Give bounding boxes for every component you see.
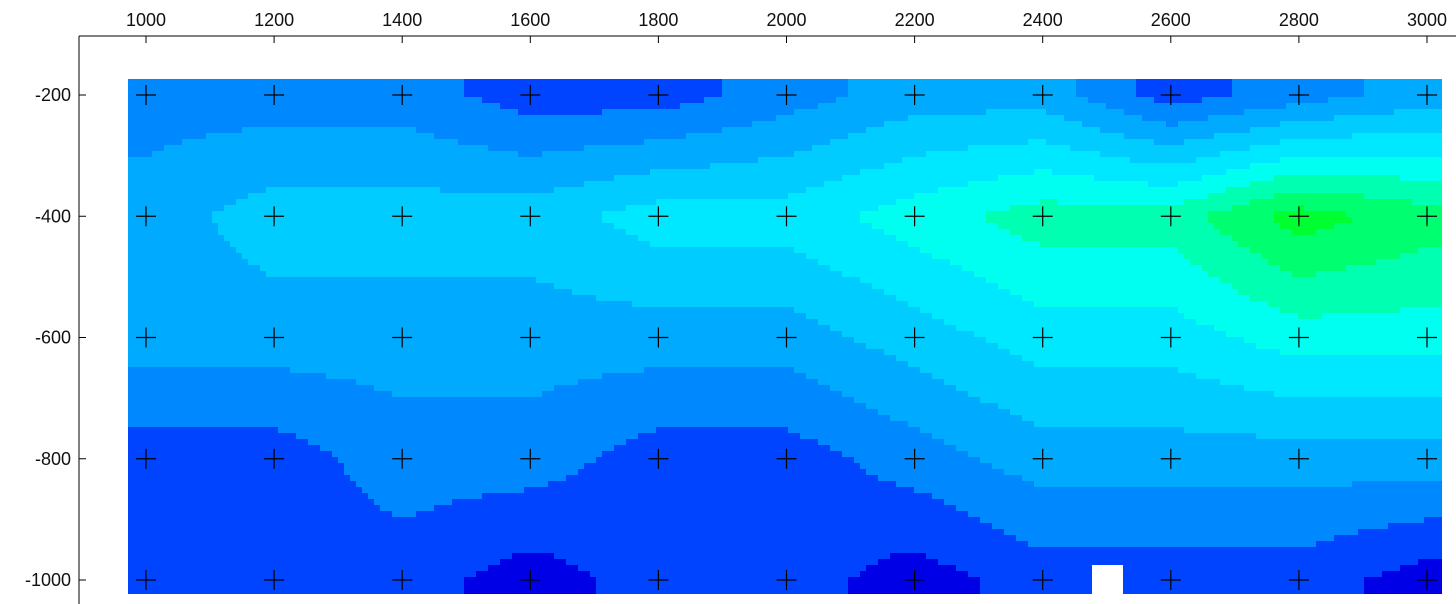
sample-point-marker (520, 85, 541, 105)
sample-point-marker (1032, 206, 1053, 227)
x-tick-label: 2400 (1023, 10, 1063, 30)
sample-point-marker (264, 448, 285, 469)
x-tick-label: 2200 (895, 10, 935, 30)
sample-point-marker (1032, 327, 1053, 348)
sample-point-marker (1160, 570, 1181, 590)
sample-point-marker (776, 206, 797, 227)
sample-point-marker (904, 327, 925, 348)
sample-point-marker (904, 85, 925, 105)
y-tick-label: -1000 (25, 570, 71, 590)
sample-point-marker (136, 85, 156, 105)
y-tick-label: -200 (35, 85, 71, 105)
sample-point-marker (392, 448, 413, 469)
sample-point-marker (648, 448, 669, 469)
sample-point-marker (776, 327, 797, 348)
sample-point-marker (648, 570, 669, 590)
sample-point-marker (1288, 85, 1309, 105)
x-tick-label: 1800 (638, 10, 678, 30)
sample-point-marker (1032, 85, 1053, 105)
contour-fill (128, 79, 1442, 594)
sample-point-marker (520, 570, 541, 590)
sample-point-marker (264, 85, 285, 105)
x-tick-label: 2800 (1279, 10, 1319, 30)
contour-cells (128, 79, 1442, 594)
sample-point-marker (1032, 570, 1053, 590)
sample-point-marker (392, 327, 413, 348)
x-tick-label: 1200 (254, 10, 294, 30)
sample-point-marker (136, 570, 156, 590)
sample-point-marker (1288, 448, 1309, 469)
axes (78, 35, 1456, 604)
sample-point-marker (776, 448, 797, 469)
sample-point-marker (1160, 327, 1181, 348)
sample-point-marker (1288, 206, 1309, 227)
sample-point-marker (776, 85, 797, 105)
x-tick-label: 1600 (510, 10, 550, 30)
y-tick-label: -600 (35, 328, 71, 348)
x-tick-label: 3000 (1407, 10, 1447, 30)
sample-point-marker (264, 206, 285, 227)
sample-point-marker (392, 570, 413, 590)
sample-point-marker (520, 327, 541, 348)
sample-point-marker (1160, 85, 1181, 105)
sample-point-marker (520, 206, 541, 227)
sample-point-marker (1288, 570, 1309, 590)
x-tick-label: 1400 (382, 10, 422, 30)
x-tick-label: 2000 (766, 10, 806, 30)
sample-point-marker (264, 327, 285, 348)
x-axis-ticks: 1000 1200 1400 1600 1800 2000 2200 2400 2600 2800… (126, 10, 1447, 43)
sample-point-marker (1417, 448, 1437, 469)
sample-point-marker (776, 570, 797, 590)
sample-markers (136, 85, 1437, 590)
y-axis-ticks: -200 -400 -600 -800 -1000 (25, 85, 86, 590)
sample-point-marker (392, 85, 413, 105)
sample-point-marker (1417, 327, 1437, 348)
sample-point-marker (264, 570, 285, 590)
sample-point-marker (648, 206, 669, 227)
sample-point-marker (520, 448, 541, 469)
sample-point-marker (648, 327, 669, 348)
sample-point-marker (904, 570, 925, 590)
sample-point-marker (136, 206, 156, 227)
sample-point-marker (136, 448, 156, 469)
sample-point-marker (136, 327, 156, 348)
y-tick-label: -400 (35, 206, 71, 226)
sample-point-marker (1032, 448, 1053, 469)
sample-point-marker (392, 206, 413, 227)
y-tick-label: -800 (35, 449, 71, 469)
sample-point-marker (1160, 206, 1181, 227)
x-tick-label: 2600 (1151, 10, 1191, 30)
x-tick-label: 1000 (126, 10, 166, 30)
missing-data-gap (1092, 565, 1123, 594)
sample-point-marker (1160, 448, 1181, 469)
sample-point-marker (1417, 570, 1437, 590)
sample-point-marker (1417, 85, 1437, 105)
sample-point-marker (648, 85, 669, 105)
sample-point-marker (1417, 206, 1437, 227)
sample-point-marker (1288, 327, 1309, 348)
sample-point-marker (904, 206, 925, 227)
sample-point-marker (904, 448, 925, 469)
